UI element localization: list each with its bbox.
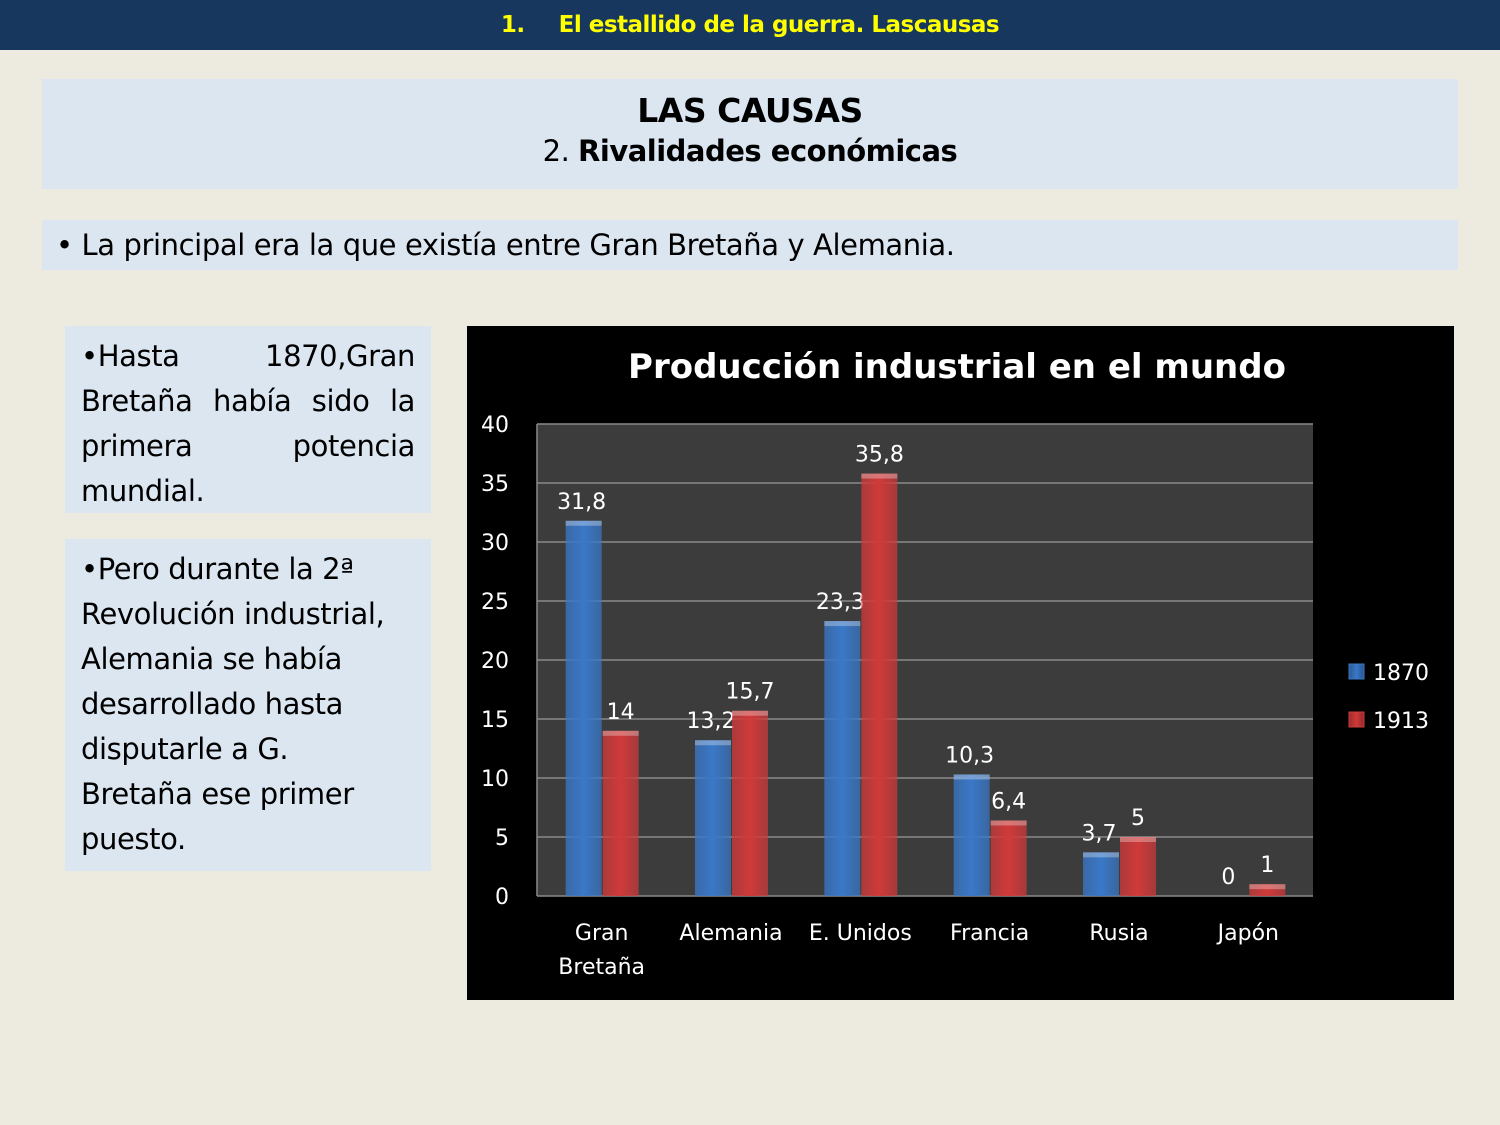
data-label: 3,7 bbox=[1082, 821, 1117, 846]
x-tick-label: Francia bbox=[950, 921, 1029, 946]
x-tick-label: Japón bbox=[1216, 921, 1279, 946]
data-label: 10,3 bbox=[945, 743, 994, 768]
bar-top-bevel bbox=[1083, 852, 1119, 858]
bar-1913 bbox=[990, 820, 1027, 896]
subtitle-text: Rivalidades económicas bbox=[578, 134, 958, 168]
bar-top-bevel bbox=[732, 710, 768, 716]
bar-top-bevel bbox=[565, 520, 602, 526]
y-tick-label: 5 bbox=[495, 826, 509, 851]
bar-1870 bbox=[1083, 852, 1119, 896]
header-title: El estallido de la guerra. Lascausas bbox=[558, 12, 1000, 38]
bar-top-bevel bbox=[695, 740, 731, 746]
box2-line: disputarle a G. bbox=[81, 732, 289, 766]
x-tick-label: Rusia bbox=[1089, 921, 1148, 946]
legend-swatch-1913 bbox=[1348, 711, 1365, 728]
bar-1870 bbox=[565, 520, 602, 896]
y-tick-label: 0 bbox=[495, 885, 509, 910]
bar-1913 bbox=[1249, 884, 1286, 896]
text-box-1: •Hasta 1870,Gran Bretaña había sido la p… bbox=[65, 326, 431, 513]
data-label: 6,4 bbox=[991, 789, 1026, 814]
box1-text: •Hasta 1870,Gran Bretaña había sido la p… bbox=[81, 339, 415, 463]
bar-top-bevel bbox=[861, 473, 898, 479]
box2-line: Alemania se había bbox=[81, 642, 342, 676]
bar-1870 bbox=[953, 774, 990, 896]
box2-line: desarrollado hasta bbox=[81, 687, 344, 721]
data-label: 31,8 bbox=[557, 490, 606, 515]
bar-1870 bbox=[824, 621, 861, 896]
legend-label: 1913 bbox=[1373, 709, 1429, 734]
data-label: 23,3 bbox=[816, 590, 865, 615]
bar-1913 bbox=[861, 473, 898, 896]
title-box: LAS CAUSAS 2. Rivalidades económicas bbox=[42, 79, 1458, 189]
x-tick-label: E. Unidos bbox=[809, 921, 912, 946]
data-label: 1 bbox=[1260, 853, 1274, 878]
bar-1913 bbox=[732, 710, 768, 896]
chart-svg: Producción industrial en el mundo0510152… bbox=[481, 347, 1429, 980]
box1-text-end: mundial. bbox=[81, 474, 205, 508]
box2-line: Bretaña ese primer bbox=[81, 777, 354, 811]
box2-line: •Pero durante la 2ª bbox=[81, 552, 354, 586]
bar-top-bevel bbox=[602, 730, 639, 736]
bar-top-bevel bbox=[1120, 837, 1156, 842]
data-label: 14 bbox=[607, 700, 635, 725]
header-number: 1. bbox=[500, 12, 525, 38]
subtitle-number: 2. bbox=[542, 134, 570, 168]
bar-1913 bbox=[602, 730, 639, 896]
y-tick-label: 30 bbox=[481, 531, 509, 556]
chart-title: Producción industrial en el mundo bbox=[628, 347, 1286, 387]
y-tick-label: 20 bbox=[481, 649, 509, 674]
data-label: 13,2 bbox=[687, 709, 736, 734]
x-tick-label: Alemania bbox=[679, 921, 782, 946]
page-title: LAS CAUSAS bbox=[637, 91, 863, 130]
bar-1913 bbox=[1120, 837, 1156, 896]
data-label: 35,8 bbox=[855, 443, 904, 468]
bullet-text: • La principal era la que existía entre … bbox=[42, 220, 1458, 270]
bar-1870 bbox=[695, 740, 731, 896]
bar-top-bevel bbox=[1249, 884, 1286, 890]
data-label: 15,7 bbox=[726, 680, 775, 705]
page-subtitle: 2. Rivalidades económicas bbox=[42, 134, 1458, 168]
data-label: 5 bbox=[1131, 806, 1145, 831]
y-tick-label: 40 bbox=[481, 413, 509, 438]
bar-top-bevel bbox=[953, 774, 990, 780]
y-tick-label: 25 bbox=[481, 590, 509, 615]
legend-swatch-1870 bbox=[1348, 663, 1365, 680]
bar-top-bevel bbox=[824, 621, 861, 627]
y-tick-label: 35 bbox=[481, 472, 509, 497]
slide-header: 1. El estallido de la guerra. Lascausas bbox=[0, 0, 1500, 50]
text-box-2: •Pero durante la 2ª Revolución industria… bbox=[65, 539, 431, 871]
x-tick-label: Gran bbox=[575, 921, 629, 946]
data-label: 0 bbox=[1221, 865, 1235, 890]
x-tick-label: Bretaña bbox=[558, 955, 645, 980]
bar-top-bevel bbox=[990, 820, 1027, 826]
production-chart: Producción industrial en el mundo 0 5 10 15 2… bbox=[467, 326, 1454, 1000]
legend-label: 1870 bbox=[1373, 661, 1429, 686]
box2-line: puesto. bbox=[81, 822, 186, 856]
y-tick-label: 15 bbox=[481, 708, 509, 733]
box2-line: Revolución industrial, bbox=[81, 597, 385, 631]
y-tick-label: 10 bbox=[481, 767, 509, 792]
